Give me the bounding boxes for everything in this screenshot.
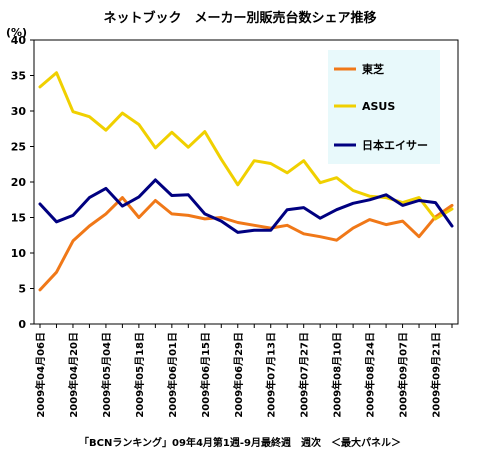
x-tick-label: 2009年06月29日 — [232, 332, 245, 418]
y-axis: 0 5 10 15 20 25 30 35 40 — [11, 34, 34, 331]
x-tick-label: 2009年05月18日 — [133, 332, 146, 418]
x-tick-label: 2009年04月20日 — [67, 332, 80, 418]
legend: 東芝 ASUS 日本エイサー — [328, 50, 440, 164]
x-tick-label: 2009年07月27日 — [298, 332, 311, 418]
y-tick-label: 30 — [11, 105, 27, 118]
y-tick-label: 20 — [11, 176, 27, 189]
series-line-2 — [38, 178, 454, 234]
x-tick-label: 2009年09月21日 — [430, 332, 443, 418]
x-tick-label: 2009年06月01日 — [166, 332, 179, 418]
x-tick-label: 2009年07月13日 — [265, 332, 278, 418]
legend-label: 日本エイサー — [362, 138, 428, 152]
x-tick-label: 2009年08月24日 — [364, 332, 377, 418]
y-tick-label: 0 — [18, 318, 26, 331]
series-lines — [38, 71, 454, 292]
source-note: 「BCNランキング」09年4月第1週-9月最終週 週次 ＜最大パネル＞ — [79, 436, 401, 449]
chart-title: ネットブック メーカー別販売台数シェア推移 — [103, 10, 376, 26]
x-tick-label: 2009年04月06日 — [34, 332, 47, 418]
y-tick-label: 15 — [11, 212, 26, 225]
x-tick-label: 2009年09月07日 — [397, 332, 410, 418]
legend-label: 東芝 — [362, 62, 384, 76]
y-tick-label: 5 — [18, 283, 26, 296]
x-axis: 2009年04月06日 2009年04月20日 2009年05月04日 2009年05… — [34, 324, 453, 418]
series-line-1 — [38, 71, 454, 221]
y-tick-label: 10 — [11, 247, 27, 260]
y-tick-label: 35 — [11, 70, 26, 83]
series-line-0 — [38, 196, 454, 292]
y-tick-label: 40 — [11, 34, 27, 47]
x-tick-label: 2009年08月10日 — [331, 332, 344, 418]
y-unit-label: (%) — [6, 26, 27, 39]
y-tick-label: 25 — [11, 141, 26, 154]
x-tick-label: 2009年05月04日 — [100, 332, 113, 418]
x-tick-label: 2009年06月15日 — [199, 332, 212, 418]
legend-label: ASUS — [362, 100, 395, 113]
